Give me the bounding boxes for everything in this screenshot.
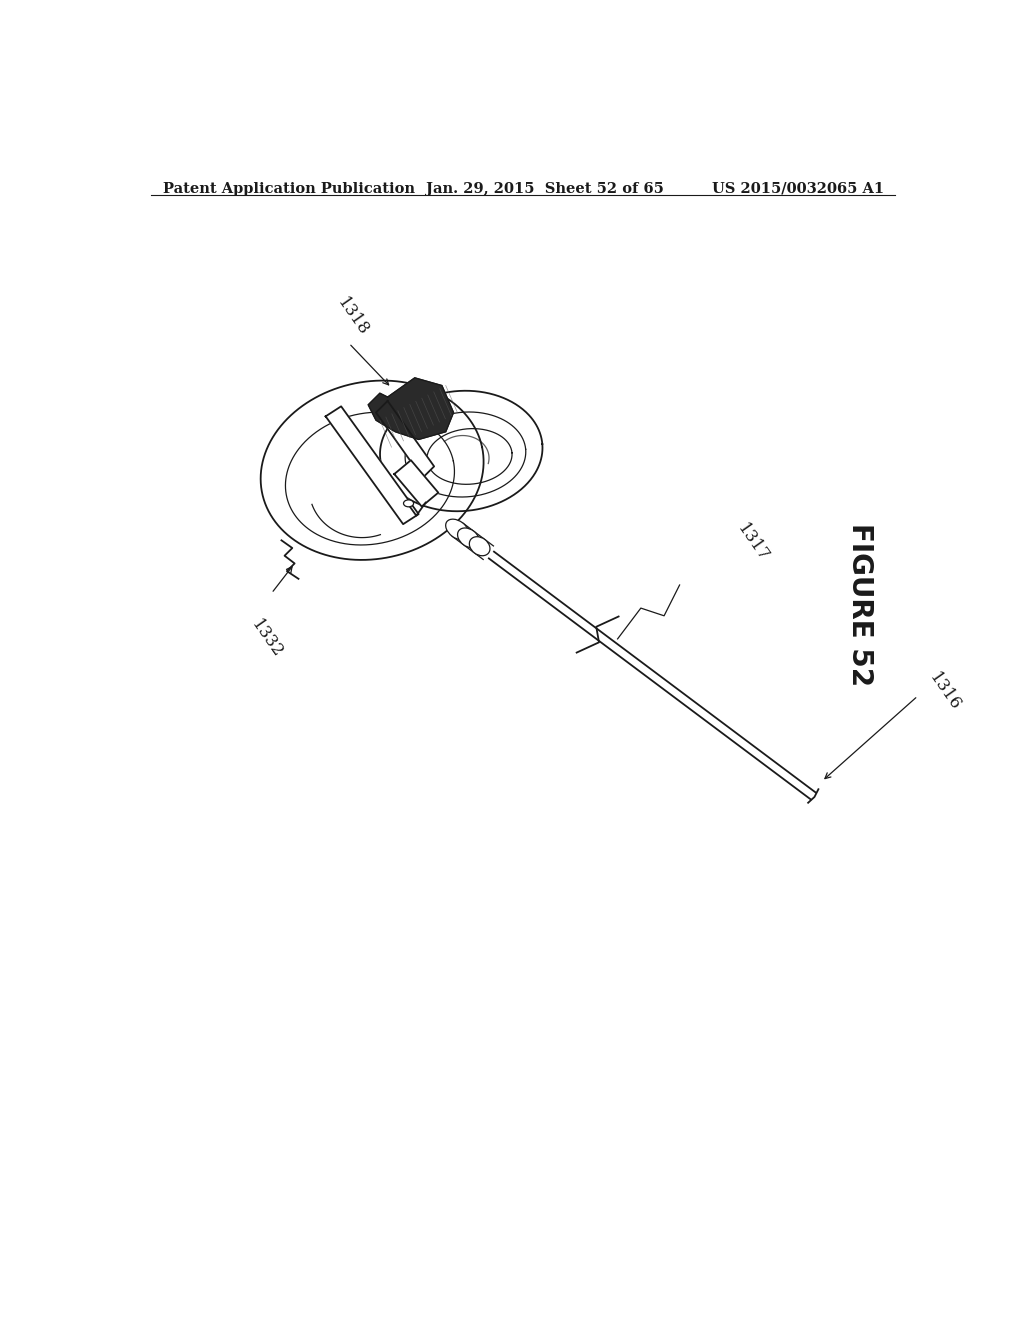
Polygon shape [326,407,419,524]
Ellipse shape [469,537,489,556]
Text: Jan. 29, 2015  Sheet 52 of 65: Jan. 29, 2015 Sheet 52 of 65 [426,182,665,195]
Text: 1318: 1318 [334,294,372,339]
Polygon shape [394,461,438,507]
Text: FIGURE 52: FIGURE 52 [847,524,874,686]
Text: Patent Application Publication: Patent Application Publication [163,182,415,195]
Ellipse shape [458,528,479,548]
Polygon shape [376,401,434,478]
Ellipse shape [403,500,414,507]
Polygon shape [369,378,454,440]
Text: 1316: 1316 [926,669,964,714]
Text: 1332: 1332 [248,616,287,661]
Ellipse shape [445,519,469,540]
Text: 1317: 1317 [734,520,772,565]
Text: US 2015/0032065 A1: US 2015/0032065 A1 [712,182,884,195]
